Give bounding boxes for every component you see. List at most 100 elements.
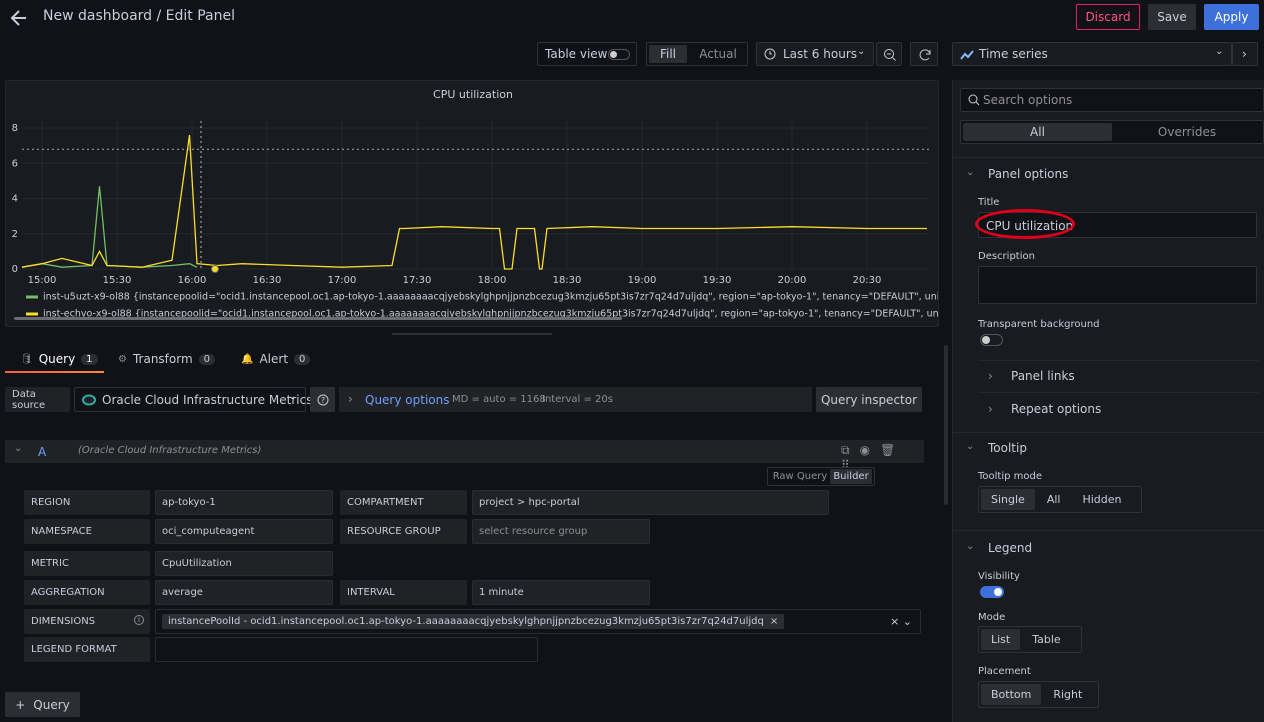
fill-option[interactable]: Fill (649, 45, 687, 63)
scrollbar[interactable] (944, 345, 948, 505)
x-tick-label: 18:00 (478, 275, 507, 286)
add-query[interactable]: +Query (5, 692, 80, 717)
datasource-picker[interactable]: Oracle Cloud Infrastructure Metrics ⌄ (74, 387, 306, 412)
radio-option[interactable]: Hidden (1072, 489, 1131, 510)
field-value[interactable]: oci_computeagent (155, 519, 333, 544)
toggle (608, 49, 630, 60)
add-query-label: Query (33, 698, 69, 712)
builder[interactable]: Builder (830, 469, 872, 484)
editor-mode[interactable]: Raw Query Builder (767, 467, 875, 486)
all-tab[interactable]: All (963, 123, 1112, 141)
field-value[interactable]: project > hpc-portal (472, 490, 829, 515)
legend-entry[interactable]: inst-u5uzt-x9-ol88 {instancepoolid="ocid… (43, 292, 939, 303)
dimension-value: instancePoolId - ocid1.instancepool.oc1.… (168, 616, 764, 627)
max-data-points: MD = auto = 1168 (452, 394, 546, 405)
time-picker[interactable]: Last 6 hours ⌄ (756, 42, 874, 66)
field-text: oci_computeagent (162, 526, 254, 537)
radio-option[interactable]: Right (1043, 684, 1092, 705)
y-tick-label: 4 (12, 194, 18, 205)
y-tick-label: 0 (12, 264, 18, 275)
decoration (83, 396, 95, 405)
series-line (22, 135, 927, 269)
refresh[interactable] (910, 42, 938, 66)
field-value[interactable]: average (155, 580, 333, 605)
decoration (12, 11, 26, 25)
table-view-toggle[interactable]: Table view (537, 42, 637, 66)
field-text: project > hpc-portal (479, 497, 580, 508)
zoom-out[interactable] (876, 42, 902, 66)
decoration: ? (317, 394, 329, 406)
time-range: Last 6 hours (783, 47, 857, 61)
query-options-bar[interactable]: › Query options MD = auto = 1168 Interva… (339, 387, 812, 412)
field-label: INTERVAL (340, 580, 467, 605)
field-label: Description (978, 251, 1035, 262)
query-inspector[interactable]: Query inspector (816, 387, 922, 412)
time-series-chart: CPU utilization 0246815:0015:3016:0016:3… (6, 81, 939, 327)
field-label: NAMESPACE (24, 519, 150, 544)
tooltip-mode-radio[interactable]: SingleAllHidden (978, 486, 1142, 513)
legend-mode-radio[interactable]: ListTable (978, 626, 1082, 653)
overrides-tab[interactable]: Overrides (1113, 123, 1261, 141)
visibility-toggle[interactable] (980, 586, 1004, 598)
section-title: Panel options (988, 167, 1068, 181)
decoration (982, 336, 990, 344)
field-label: LEGEND FORMAT (24, 637, 150, 662)
field-value[interactable]: instancePoolId - ocid1.instancepool.oc1.… (155, 609, 921, 634)
divider (952, 530, 1264, 531)
description-input[interactable] (978, 266, 1257, 304)
transparent-toggle[interactable] (980, 334, 1003, 346)
decoration (883, 48, 897, 62)
tab[interactable]: 🛢Query1 (20, 352, 98, 366)
panel-links[interactable]: Panel links (1011, 369, 1075, 383)
clock-icon (764, 48, 776, 60)
field-text: CpuUtilization (162, 558, 232, 569)
search-options[interactable]: Search options (960, 88, 1264, 112)
back-arrow[interactable] (9, 8, 29, 28)
panel-title: CPU utilization (433, 88, 513, 101)
decoration (920, 50, 930, 60)
tab[interactable]: ⚙Transform0 (118, 352, 215, 366)
save-button[interactable]: Save (1148, 4, 1196, 30)
decoration (994, 588, 1002, 596)
fill-actual[interactable]: Fill Actual (646, 42, 748, 66)
tab[interactable]: 🔔Alert0 (241, 352, 310, 366)
field-value[interactable] (155, 637, 538, 662)
decoration (918, 48, 932, 62)
help-button[interactable]: ? (310, 387, 335, 412)
x-tick-label: 20:00 (778, 275, 807, 286)
query-ref: A (38, 445, 46, 459)
query-source: (Oracle Cloud Infrastructure Metrics) (78, 445, 261, 456)
chevron: ⌄ (1215, 46, 1223, 57)
radio-option[interactable]: Single (981, 489, 1035, 510)
collapse-button[interactable]: › (1232, 42, 1258, 66)
discard-button[interactable]: Discard (1076, 4, 1140, 30)
splitter[interactable] (392, 333, 552, 335)
field-value[interactable]: 1 minute (472, 580, 650, 605)
all-overrides[interactable]: All Overrides (960, 120, 1264, 144)
actual-option[interactable]: Actual (693, 45, 743, 63)
divider (978, 360, 1259, 361)
field-value[interactable]: CpuUtilization (155, 551, 333, 576)
x-tick-label: 19:00 (628, 275, 657, 286)
divider (952, 157, 1264, 158)
decoration: ⌄ (288, 391, 296, 402)
chevron: ⌄ (857, 46, 865, 57)
decoration: ⌄ (966, 541, 974, 552)
field-value[interactable]: ap-tokyo-1 (155, 490, 333, 515)
radio-option[interactable]: Table (1022, 629, 1070, 650)
visualization-picker[interactable]: Time series ⌄ (952, 42, 1232, 66)
apply-button[interactable]: Apply (1204, 4, 1259, 30)
field-label: REGION (24, 490, 150, 515)
radio-option[interactable]: All (1037, 489, 1071, 510)
raw-query[interactable]: Raw Query (770, 469, 830, 484)
repeat-options[interactable]: Repeat options (1011, 402, 1101, 416)
radio-option[interactable]: List (981, 629, 1020, 650)
decoration (968, 94, 980, 106)
chip-remove: × (770, 616, 778, 627)
decoration: › (348, 392, 353, 406)
section-title: Tooltip (988, 441, 1027, 455)
radio-option[interactable]: Bottom (981, 684, 1041, 705)
legend-placement-radio[interactable]: BottomRight (978, 681, 1099, 708)
field-value[interactable]: select resource group (472, 519, 650, 544)
table-view-label: Table view (545, 47, 607, 61)
